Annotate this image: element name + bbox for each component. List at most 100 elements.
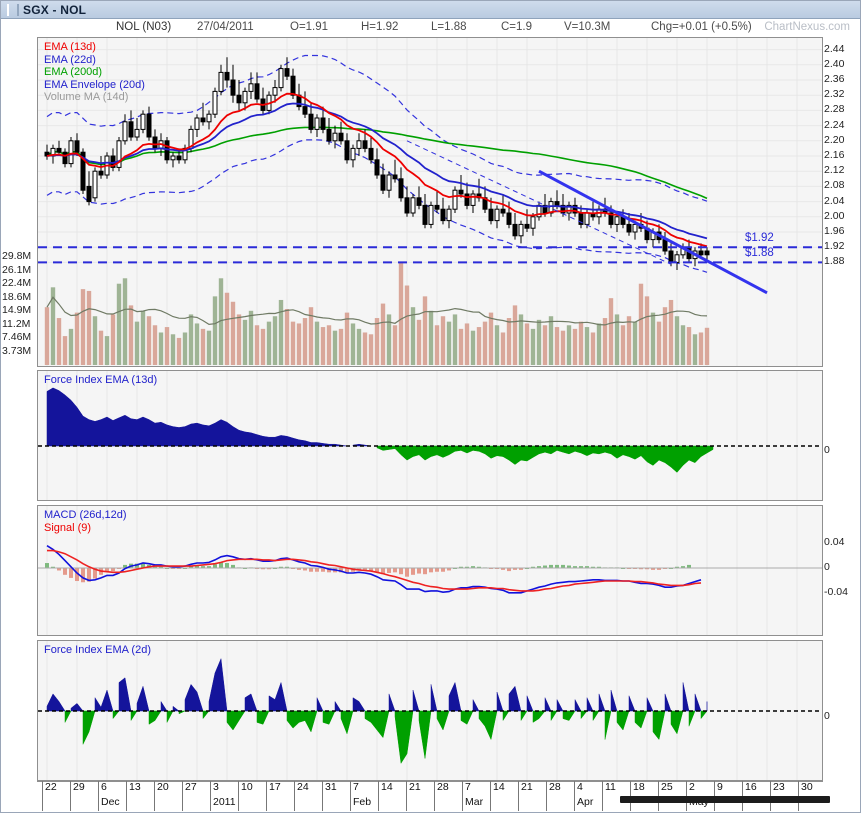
quote-low: L=1.88	[431, 21, 467, 33]
date-tick-separator	[462, 781, 463, 811]
date-tick-separator	[434, 781, 435, 811]
date-tick-separator	[294, 781, 295, 811]
date-tick-12: 14	[381, 781, 393, 793]
quote-symbol: NOL (N03)	[116, 21, 172, 33]
price-tick-2-2: 2.20	[824, 133, 845, 146]
price-tick-2-08: 2.08	[824, 179, 845, 192]
quote-change: Chg=+0.01 (+0.5%)	[651, 21, 752, 33]
volume-tick-6: 7.46M	[2, 331, 32, 344]
date-tick-4: 20	[157, 781, 169, 793]
date-tick-separator	[490, 781, 491, 811]
date-month-Apr: Apr	[577, 796, 594, 808]
date-tick-10: 31	[325, 781, 337, 793]
date-tick-separator	[42, 781, 43, 811]
date-tick-separator	[154, 781, 155, 811]
force-index-13-pane[interactable]: Force Index EMA (13d)	[37, 370, 823, 501]
date-tick-separator	[322, 781, 323, 811]
legend-ema22: EMA (22d)	[44, 53, 96, 66]
volume-tick-3: 18.6M	[2, 290, 32, 303]
volume-tick-7: 3.73M	[2, 344, 32, 357]
date-month-2011: 2011	[213, 796, 236, 808]
volume-tick-4: 14.9M	[2, 304, 32, 317]
date-tick-separator	[378, 781, 379, 811]
date-tick-3: 13	[129, 781, 141, 793]
title-bar: SGX - NOL	[1, 1, 860, 19]
price-tick-1-88: 1.88	[824, 255, 845, 268]
price-tick-2-16: 2.16	[824, 149, 845, 161]
quote-open: O=1.91	[290, 21, 329, 33]
price-tick-2-32: 2.32	[824, 88, 845, 101]
price-level-label-1: $1.88	[745, 247, 774, 260]
date-tick-22: 25	[661, 781, 673, 793]
date-month-Dec: Dec	[101, 796, 120, 808]
force-index-13-zero-label: 0	[824, 444, 830, 456]
date-tick-separator	[126, 781, 127, 811]
macd-legend: MACD (26d,12d) Signal (9)	[44, 509, 127, 534]
price-tick-2-36: 2.36	[824, 73, 845, 85]
date-tick-8: 17	[269, 781, 281, 793]
volume-tick-1: 26.1M	[2, 263, 32, 276]
price-tick-2-24: 2.24	[824, 118, 845, 131]
date-tick-17: 21	[521, 781, 533, 793]
macd-pane[interactable]: MACD (26d,12d) Signal (9)	[37, 505, 823, 636]
date-tick-separator	[546, 781, 547, 811]
price-pane[interactable]: EMA (13d) EMA (22d) EMA (200d) EMA Envel…	[37, 37, 823, 367]
date-tick-25: 16	[745, 781, 757, 793]
legend-signal: Signal (9)	[44, 521, 92, 534]
quote-close: C=1.9	[501, 21, 533, 33]
price-tick-2-28: 2.28	[824, 103, 845, 116]
date-tick-separator	[210, 781, 211, 811]
date-tick-9: 24	[297, 781, 309, 793]
price-chart-svg	[38, 38, 822, 366]
price-tick-1-92: 1.92	[824, 240, 845, 253]
force-index-2-pane[interactable]: Force Index EMA (2d)	[37, 640, 823, 781]
price-level-label-0: $1.92	[745, 232, 774, 245]
date-tick-21: 18	[633, 781, 645, 793]
force-index-13-svg	[38, 371, 822, 500]
force-index-13-legend: Force Index EMA (13d)	[44, 374, 158, 386]
legend-ema-envelope: EMA Envelope (20d)	[44, 78, 145, 91]
date-tick-11: 7	[353, 781, 359, 793]
force-index-2-legend: Force Index EMA (2d)	[44, 644, 151, 656]
price-tick-2-4: 2.40	[824, 57, 845, 70]
date-tick-separator	[518, 781, 519, 811]
window-grip-icon	[7, 4, 19, 16]
price-tick-2: 2.00	[824, 209, 845, 222]
date-tick-18: 28	[549, 781, 561, 793]
horizontal-scrollbar[interactable]	[620, 796, 830, 803]
watermark: ChartNexus.com	[764, 21, 850, 33]
quote-bar: NOL (N03) 27/04/2011 O=1.91 H=1.92 L=1.8…	[1, 19, 860, 37]
date-tick-5: 27	[185, 781, 197, 793]
quote-date: 27/04/2011	[197, 21, 254, 33]
date-tick-27: 30	[801, 781, 813, 793]
date-tick-separator	[70, 781, 71, 811]
macd-svg	[38, 506, 822, 635]
date-tick-separator	[574, 781, 575, 811]
date-tick-24: 9	[717, 781, 723, 793]
price-tick-1-96: 1.96	[824, 225, 845, 237]
quote-volume: V=10.3M	[564, 21, 611, 33]
window-title: SGX - NOL	[23, 3, 87, 17]
date-tick-14: 28	[437, 781, 449, 793]
date-tick-0: 22	[45, 781, 57, 793]
quote-high: H=1.92	[361, 21, 399, 33]
macd-tick-0: 0.04	[824, 536, 845, 549]
price-tick-2-44: 2.44	[824, 42, 845, 55]
date-tick-7: 10	[241, 781, 253, 793]
date-axis[interactable]: 22 29 6 13 20 27 3 10 17 24 31 7 14 21 28 7 14 21 28 4 11 18 2…	[37, 781, 823, 812]
date-month-Mar: Mar	[465, 796, 484, 808]
date-month-Feb: Feb	[353, 796, 372, 808]
price-legend: EMA (13d) EMA (22d) EMA (200d) EMA Envel…	[44, 41, 145, 104]
date-tick-16: 14	[493, 781, 505, 793]
legend-ema13: EMA (13d)	[44, 41, 96, 53]
date-tick-20: 11	[605, 781, 616, 793]
date-tick-23: 2	[689, 781, 695, 793]
date-tick-19: 4	[577, 781, 583, 793]
date-tick-separator	[266, 781, 267, 811]
force-index-2-svg	[38, 641, 822, 780]
date-tick-26: 23	[773, 781, 785, 793]
legend-macd: MACD (26d,12d)	[44, 509, 127, 521]
date-tick-separator	[98, 781, 99, 811]
price-tick-2-12: 2.12	[824, 164, 845, 177]
